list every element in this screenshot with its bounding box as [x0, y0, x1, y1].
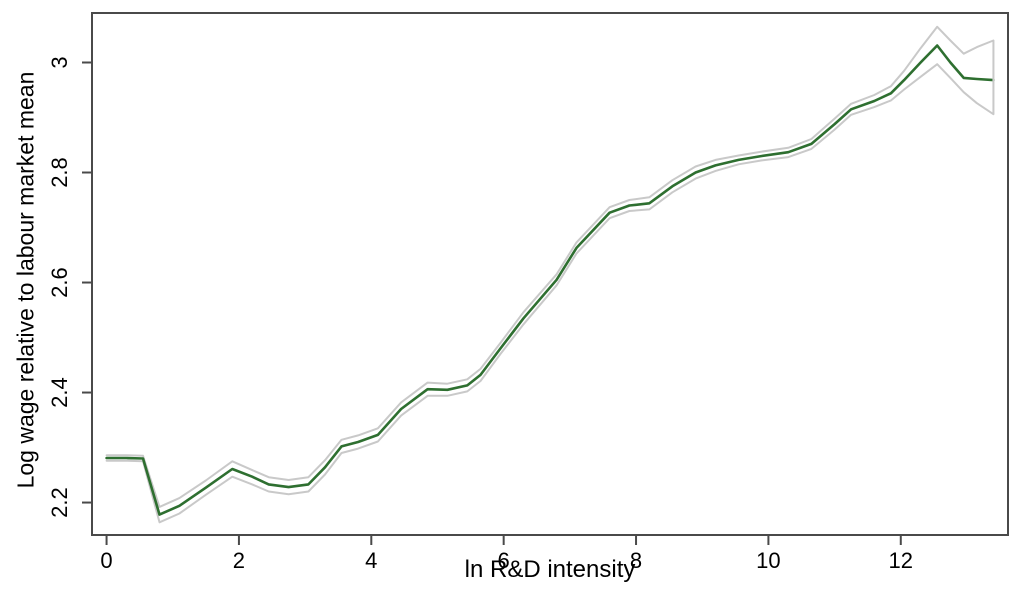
y-tick-label: 2.6: [47, 267, 72, 298]
ci-upper-line: [105, 25, 995, 508]
x-tick-label: 12: [889, 548, 913, 573]
ci-lower-line: [105, 63, 995, 524]
x-tick-label: 8: [630, 548, 642, 573]
x-tick-label: 4: [365, 548, 377, 573]
y-tick-label: 3: [47, 56, 72, 68]
x-tick-label: 10: [756, 548, 780, 573]
y-tick-label: 2.2: [47, 487, 72, 518]
y-axis-title: Log wage relative to labour market mean: [12, 71, 39, 489]
x-tick-label: 0: [100, 548, 112, 573]
estimate-line: [105, 44, 995, 516]
x-tick-label: 6: [498, 548, 510, 573]
x-axis-title: ln R&D intensity: [464, 556, 636, 583]
plot-border: [91, 12, 1009, 536]
x-tick-label: 2: [233, 548, 245, 573]
y-tick-label: 2.8: [47, 157, 72, 188]
y-tick-label: 2.4: [47, 377, 72, 408]
